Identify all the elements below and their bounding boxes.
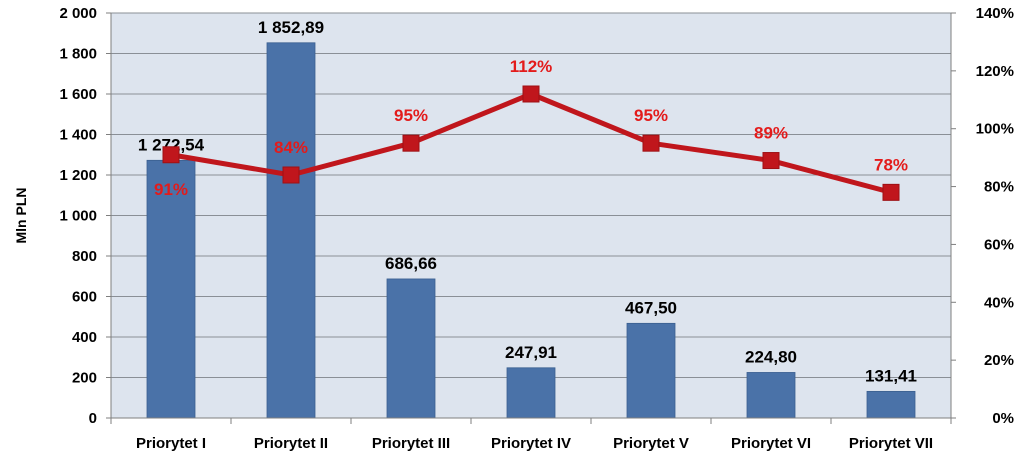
- y2-tick-label: 80%: [984, 179, 1014, 196]
- category-label: Priorytet III: [372, 435, 450, 452]
- y-tick-label: 0: [89, 410, 97, 427]
- bar: [746, 372, 796, 419]
- bar-value-label: 1 852,89: [258, 18, 324, 37]
- line-value-label: 84%: [274, 138, 308, 157]
- line-data-labels: 91% 84% 95% 112% 95% 89% 78%: [154, 57, 908, 199]
- y-tick-label: 2 000: [59, 5, 97, 22]
- y-tick-label: 1 600: [59, 86, 97, 103]
- line-marker: [522, 85, 540, 103]
- y-tick-label: 600: [72, 289, 97, 306]
- line-series: [162, 85, 900, 201]
- bar: [626, 322, 676, 419]
- y2-tick-label: 60%: [984, 236, 1014, 253]
- bar: [386, 278, 436, 419]
- bar: [266, 42, 316, 419]
- line-marker: [282, 166, 300, 184]
- y2-tick-label: 120%: [976, 63, 1014, 80]
- bar-series: [146, 42, 916, 419]
- x-axis-ticks: Priorytet I Priorytet II Priorytet III Prio…: [136, 435, 933, 452]
- line-marker: [762, 152, 780, 170]
- y2-tick-label: 100%: [976, 121, 1014, 138]
- line-value-label: 78%: [874, 155, 908, 174]
- line-marker: [882, 183, 900, 201]
- line-value-label: 89%: [754, 124, 788, 143]
- line-value-label: 95%: [394, 106, 428, 125]
- bar-value-label: 224,80: [745, 347, 797, 366]
- line-value-label: 112%: [510, 57, 553, 76]
- line-value-label: 91%: [154, 180, 188, 199]
- y2-axis-ticks: 0% 20% 40% 60% 80% 100% 120% 140%: [976, 5, 1014, 427]
- bar: [866, 390, 916, 419]
- y-axis-label: Mln PLN: [13, 188, 29, 244]
- category-label: Priorytet IV: [491, 435, 571, 452]
- y-tick-label: 1 400: [59, 127, 97, 144]
- y-tick-label: 1 800: [59, 46, 97, 63]
- bar-value-label: 131,41: [865, 366, 917, 385]
- line-marker: [642, 134, 660, 152]
- y-tick-label: 400: [72, 329, 97, 346]
- y-tick-label: 1 000: [59, 208, 97, 225]
- axes: [106, 12, 956, 424]
- bar: [506, 367, 556, 419]
- y-tick-label: 1 200: [59, 167, 97, 184]
- bar-value-label: 686,66: [385, 254, 437, 273]
- line-value-label: 95%: [634, 106, 668, 125]
- y-axis-ticks: 0 200 400 600 800 1 000 1 200 1 400 1 600 1 800 2 …: [59, 5, 97, 427]
- bar-data-labels: 1 272,54 1 852,89 686,66 247,91 467,50 224,80…: [138, 18, 917, 386]
- category-label: Priorytet VII: [849, 435, 933, 452]
- gridlines: [111, 12, 951, 378]
- y2-tick-label: 140%: [976, 5, 1014, 22]
- category-label: Priorytet I: [136, 435, 206, 452]
- category-label: Priorytet V: [613, 435, 689, 452]
- line-marker: [402, 134, 420, 152]
- y2-tick-label: 0%: [992, 410, 1014, 427]
- line-marker: [162, 146, 180, 164]
- bar-value-label: 467,50: [625, 298, 677, 317]
- bar-value-label: 1 272,54: [138, 135, 205, 154]
- bar-value-label: 247,91: [505, 343, 557, 362]
- category-label: Priorytet II: [254, 435, 328, 452]
- y-tick-label: 200: [72, 370, 97, 387]
- y2-tick-label: 20%: [984, 352, 1014, 369]
- bar: [146, 159, 196, 419]
- y2-tick-label: 40%: [984, 294, 1014, 311]
- y-tick-label: 800: [72, 248, 97, 265]
- category-label: Priorytet VI: [731, 435, 811, 452]
